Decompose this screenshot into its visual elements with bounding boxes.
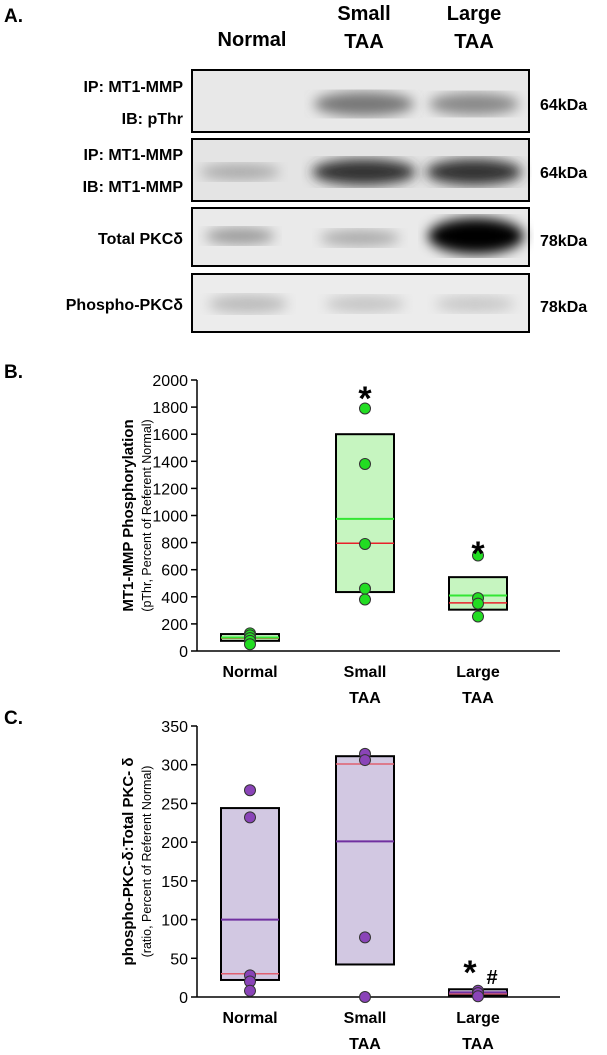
data-point	[244, 811, 256, 824]
y-tick-label: 1000	[152, 509, 188, 526]
row-label: Phospho-PKCδ	[66, 297, 184, 314]
column-label: TAA	[344, 31, 384, 53]
y-tick-label: 150	[161, 874, 188, 891]
y-tick-label: 0	[179, 644, 188, 661]
data-point	[359, 754, 371, 767]
y-tick-label: 800	[161, 536, 188, 553]
data-point	[359, 458, 371, 471]
column-label: Large	[447, 3, 501, 25]
data-point	[244, 984, 256, 997]
annotation: #	[486, 967, 497, 989]
x-tick-label: TAA	[349, 690, 381, 707]
y-tick-label: 2000	[152, 373, 188, 390]
x-tick-label: Normal	[222, 664, 277, 681]
y-tick-label: 50	[170, 951, 188, 968]
annotation: *	[463, 954, 477, 992]
y-axis-label: phospho-PKC-δ:Total PKC- δ	[120, 758, 137, 966]
data-point	[359, 931, 371, 944]
y-tick-label: 400	[161, 590, 188, 607]
data-point	[359, 582, 371, 595]
panel-label: B.	[4, 362, 23, 383]
x-tick-label: Small	[344, 1010, 387, 1027]
y-tick-label: 1600	[152, 427, 188, 444]
data-point	[359, 593, 371, 606]
y-axis-label: MT1-MMP Phosphorylation	[120, 419, 137, 611]
box	[335, 433, 395, 594]
size-label: 78kDa	[540, 299, 587, 316]
row-label: IP: MT1-MMP	[83, 147, 183, 164]
x-tick-label: Large	[456, 664, 500, 681]
row-label: IB: MT1-MMP	[83, 179, 184, 196]
size-label: 64kDa	[540, 97, 587, 114]
y-tick-label: 1200	[152, 481, 188, 498]
data-point	[359, 537, 371, 550]
annotation: *	[358, 380, 372, 418]
y-tick-label: 600	[161, 563, 188, 580]
y-axis-sublabel: (pThr, Percent of Referent Normal)	[140, 419, 154, 611]
x-tick-label: Small	[344, 664, 387, 681]
data-point	[359, 991, 371, 1003]
size-label: 78kDa	[540, 233, 587, 250]
box	[335, 755, 395, 966]
x-tick-label: Large	[456, 1010, 500, 1027]
data-point	[244, 638, 256, 651]
y-tick-label: 350	[161, 719, 188, 736]
y-tick-label: 300	[161, 758, 188, 775]
data-point	[472, 990, 484, 1003]
blot-images	[191, 69, 530, 333]
y-tick-label: 200	[161, 835, 188, 852]
panel-label: A.	[4, 6, 23, 27]
data-point	[472, 610, 484, 623]
data-point	[359, 402, 371, 415]
row-label: IP: MT1-MMP	[83, 79, 183, 96]
y-tick-label: 250	[161, 796, 188, 813]
column-label: TAA	[454, 31, 494, 53]
y-axis-sublabel: (ratio, Percent of Referent Normal)	[140, 766, 154, 958]
panel-label: C.	[4, 708, 23, 729]
column-label: Small	[337, 3, 390, 25]
y-tick-label: 0	[179, 990, 188, 1007]
data-point	[472, 549, 484, 562]
row-label: IB: pThr	[122, 111, 183, 128]
data-point	[472, 597, 484, 610]
y-tick-label: 1800	[152, 400, 188, 417]
y-tick-label: 100	[161, 913, 188, 930]
row-label: Total PKCδ	[98, 231, 183, 248]
box	[220, 807, 280, 981]
annotation: *	[471, 535, 485, 573]
y-tick-label: 1400	[152, 454, 188, 471]
x-tick-label: TAA	[349, 1036, 381, 1050]
column-label: Normal	[218, 29, 287, 51]
x-tick-label: TAA	[462, 1036, 494, 1050]
x-tick-label: TAA	[462, 690, 494, 707]
size-label: 64kDa	[540, 165, 587, 182]
data-point	[244, 784, 256, 797]
y-tick-label: 200	[161, 617, 188, 634]
x-tick-label: Normal	[222, 1010, 277, 1027]
